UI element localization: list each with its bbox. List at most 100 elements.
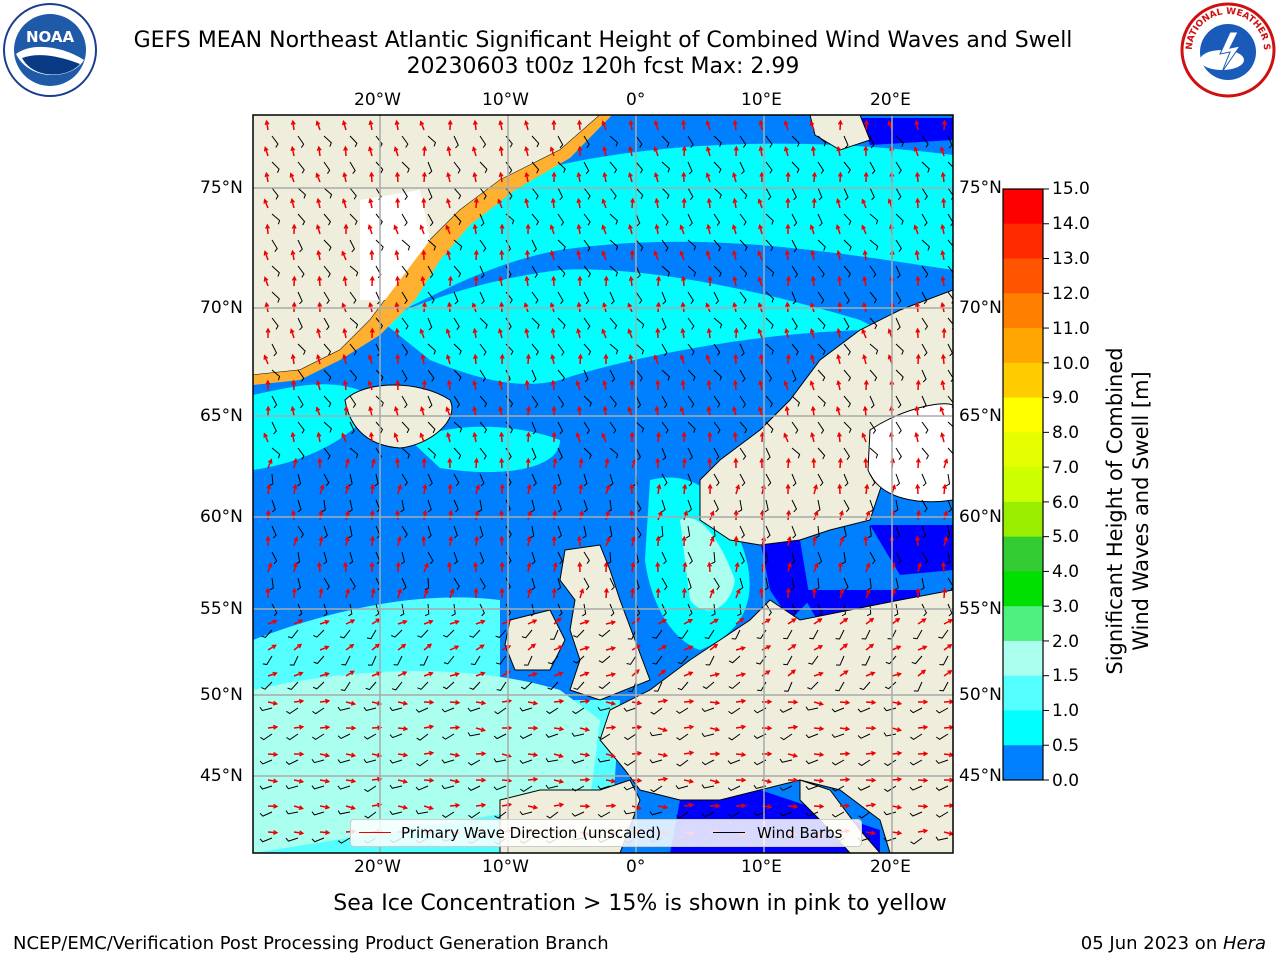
wave-arrow [293, 588, 296, 599]
wave-arrowhead [602, 405, 608, 412]
wave-direction-legend-label: Primary Wave Direction (unscaled) [401, 824, 662, 842]
wave-arrow [733, 407, 737, 417]
wave-arrow [839, 701, 850, 704]
wave-arrow [891, 752, 902, 755]
wind-barb [783, 655, 793, 666]
wave-arrowhead [809, 224, 815, 230]
wind-barb [427, 447, 436, 459]
wave-arrow [368, 355, 373, 365]
wind-barb [271, 447, 281, 459]
wave-arrow [601, 329, 607, 339]
wave-arrowhead [551, 431, 557, 437]
wind-barb [269, 473, 274, 487]
wave-arrow [420, 407, 425, 417]
wind-barb [677, 655, 689, 665]
wind-barb [609, 343, 619, 355]
wave-arrowhead [421, 249, 427, 255]
wind-barb [817, 135, 827, 147]
wind-barb [687, 317, 695, 330]
wave-arrowhead [913, 146, 919, 152]
wave-arrow [445, 225, 451, 235]
wave-arrowhead [289, 328, 295, 334]
wave-arrowhead [915, 457, 921, 463]
lat-label-50n-left: 50°N [200, 685, 243, 705]
wave-arrow [423, 620, 433, 625]
wave-arrowhead [272, 700, 279, 706]
wave-arrow [267, 831, 278, 834]
wave-arrow [943, 831, 953, 835]
wave-arrow [579, 727, 589, 731]
colorbar-tick-label: 10.0 [1052, 354, 1090, 374]
wind-barb [261, 629, 273, 639]
wave-arrow [293, 563, 297, 573]
wind-barb [791, 499, 798, 513]
wave-arrow [735, 646, 745, 651]
wind-barb [791, 369, 797, 383]
wave-arrow [475, 804, 486, 807]
wave-arrow [579, 354, 582, 365]
wind-barb [753, 707, 767, 714]
footer-date: 05 Jun 2023 on Hera [1081, 933, 1266, 954]
wave-arrowhead [290, 405, 296, 412]
wind-barb [728, 655, 741, 664]
wave-arrowhead [657, 510, 663, 516]
wind-barb [687, 369, 696, 382]
wave-arrow [709, 643, 718, 651]
wave-arrowhead [628, 119, 634, 126]
wind-barb [843, 187, 849, 201]
wave-arrowhead [396, 535, 402, 542]
wave-arrowhead [871, 725, 877, 731]
wave-arrow [264, 277, 269, 287]
wind-barb [269, 577, 274, 591]
wave-arrow [657, 727, 667, 732]
wind-barb [935, 759, 949, 764]
wave-arrowhead [602, 145, 608, 152]
wind-barb [415, 810, 429, 815]
wind-barb [843, 213, 852, 226]
wave-arrowhead [367, 354, 373, 360]
wave-arrow [787, 588, 790, 599]
wave-arrowhead [265, 587, 271, 593]
wind-barb [453, 499, 459, 513]
wind-barb [765, 395, 773, 408]
wind-barb [416, 759, 429, 767]
wave-arrowhead [845, 803, 851, 809]
wave-arrowhead [786, 509, 792, 515]
wave-arrowhead [446, 379, 452, 385]
wave-arrow [839, 727, 850, 730]
wave-arrow [499, 172, 503, 183]
wave-arrow [341, 433, 347, 443]
wave-arrowhead [344, 535, 350, 542]
wave-arrow [813, 672, 823, 677]
wind-barb [661, 265, 671, 277]
wave-arrowhead [419, 224, 425, 230]
wind-barb [401, 291, 408, 305]
wind-barb [739, 473, 746, 487]
wave-arrowhead [272, 671, 278, 677]
wind-barb [817, 239, 826, 251]
wave-arrowhead [810, 275, 816, 282]
wind-barb [531, 447, 537, 461]
wave-arrow [577, 251, 581, 261]
wave-arrowhead [758, 353, 764, 360]
wind-barb [661, 213, 669, 226]
wave-arrowhead [784, 249, 790, 255]
wave-arrowhead [707, 561, 713, 567]
wave-arrow [941, 276, 945, 287]
wave-arrowhead [315, 224, 321, 230]
wave-arrow [577, 329, 581, 339]
wave-arrowhead [472, 353, 478, 359]
wave-arrowhead [315, 120, 321, 126]
wave-arrowhead [655, 535, 661, 541]
wave-arrowhead [627, 328, 633, 334]
wind-barb [349, 213, 358, 226]
wave-arrow [579, 511, 584, 521]
wave-arrow [319, 672, 329, 677]
wave-arrowhead [739, 617, 745, 623]
wind-barb [453, 239, 463, 251]
wave-arrow [813, 779, 824, 782]
wind-barb [791, 525, 797, 539]
wind-barb [805, 759, 819, 765]
wind-barb [363, 759, 377, 764]
wave-arrowhead [342, 379, 348, 386]
